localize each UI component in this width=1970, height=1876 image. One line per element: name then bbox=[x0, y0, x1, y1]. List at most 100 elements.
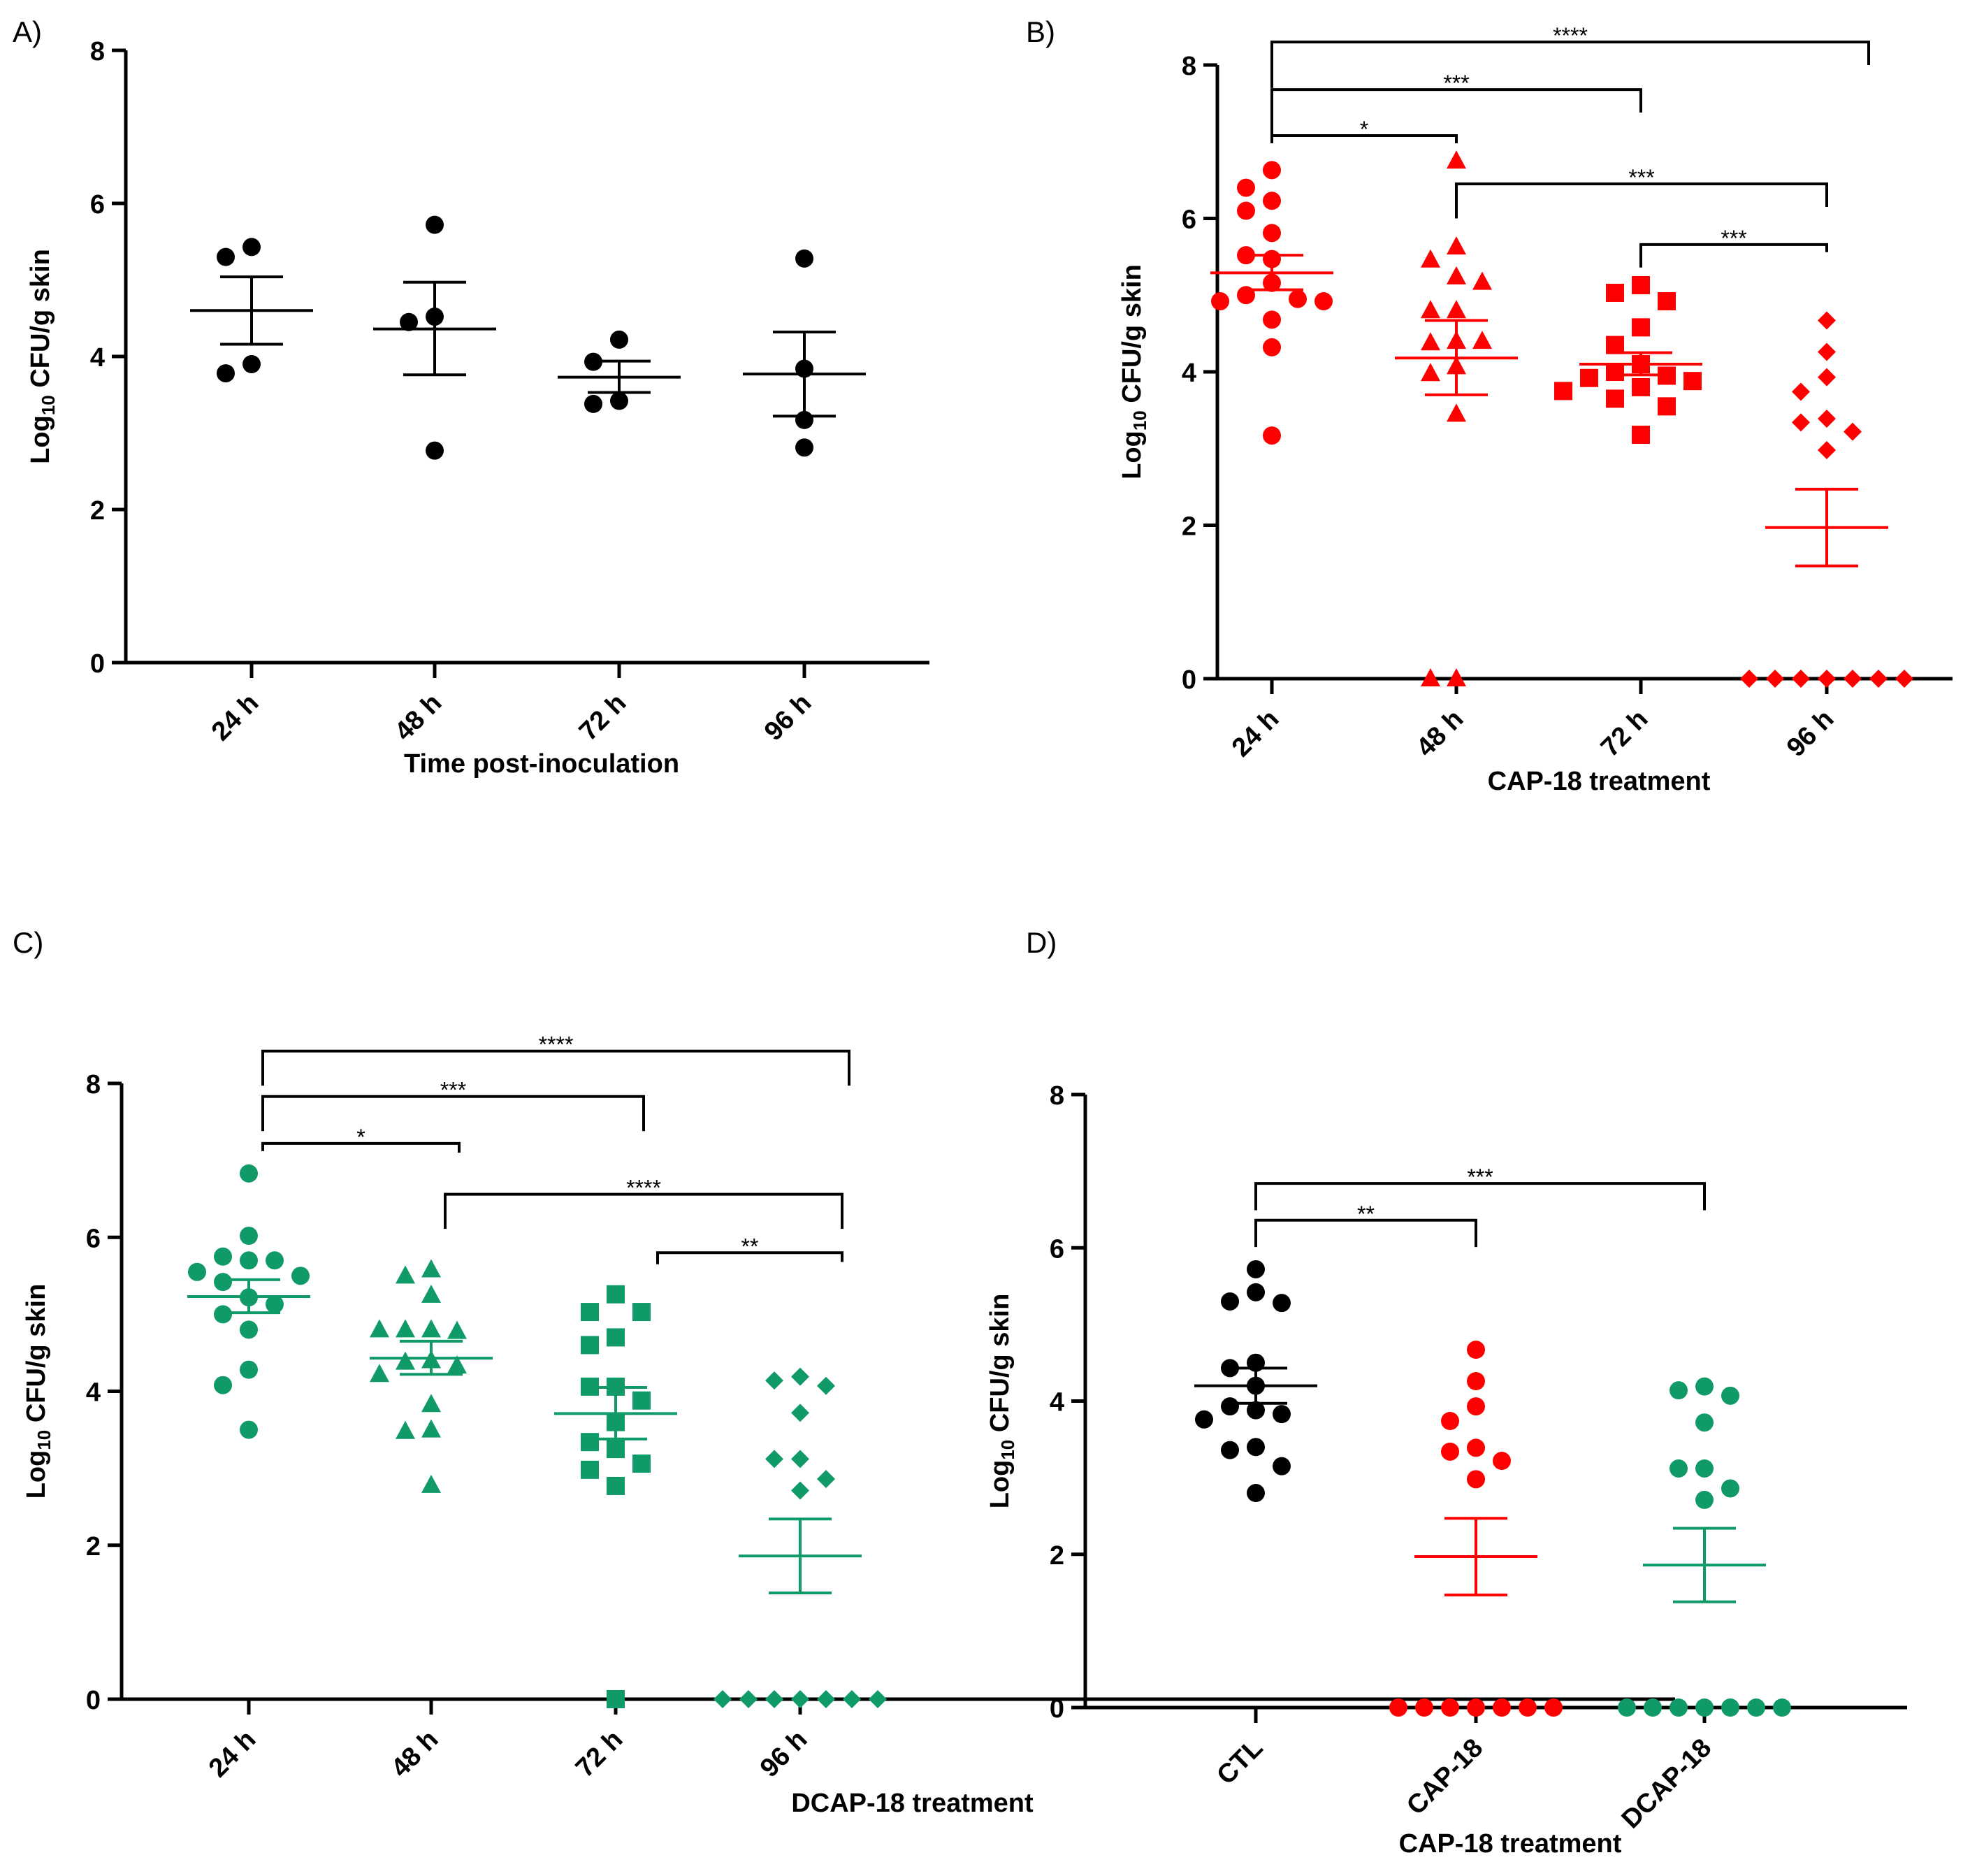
data-point bbox=[765, 1690, 783, 1708]
data-point bbox=[214, 1305, 232, 1324]
y-tick-label: 2 bbox=[86, 1532, 101, 1561]
significance-label: * bbox=[356, 1125, 365, 1150]
data-point bbox=[1683, 372, 1702, 391]
data-point bbox=[1606, 389, 1624, 408]
y-tick-label: 0 bbox=[1182, 665, 1196, 695]
y-axis-title-subscript: 10 bbox=[1129, 410, 1150, 431]
data-point bbox=[817, 1470, 835, 1489]
data-point bbox=[607, 1440, 625, 1459]
data-point bbox=[426, 441, 444, 460]
data-point bbox=[607, 1285, 625, 1304]
data-point bbox=[240, 1251, 258, 1270]
data-point bbox=[1740, 670, 1758, 688]
data-point bbox=[1554, 382, 1572, 401]
x-axis-title: CAP-18 treatment bbox=[1399, 1829, 1622, 1859]
x-tick-label: DCAP-18 bbox=[1616, 1733, 1718, 1835]
data-point bbox=[1447, 403, 1466, 422]
data-point bbox=[1447, 150, 1466, 169]
y-tick-label: 8 bbox=[90, 37, 105, 66]
data-point bbox=[1721, 1386, 1739, 1405]
y-axis-title-subscript: 10 bbox=[38, 395, 59, 415]
data-point bbox=[240, 1320, 258, 1339]
data-point bbox=[1818, 311, 1836, 330]
data-point bbox=[421, 1284, 441, 1303]
data-point bbox=[217, 247, 235, 266]
significance-bracket bbox=[1270, 134, 1458, 143]
x-tick-label: 24 h bbox=[206, 688, 264, 746]
data-point bbox=[1580, 368, 1598, 387]
data-point bbox=[817, 1376, 835, 1395]
data-point bbox=[1493, 1452, 1511, 1471]
data-point bbox=[1818, 440, 1836, 459]
data-point bbox=[1247, 1401, 1265, 1420]
data-point bbox=[1247, 1484, 1265, 1503]
data-point bbox=[1519, 1698, 1537, 1717]
y-tick-label: 8 bbox=[1050, 1081, 1064, 1111]
data-point bbox=[1818, 368, 1836, 387]
y-axis-title-prefix: Log bbox=[985, 1460, 1015, 1509]
data-point bbox=[214, 1376, 232, 1394]
panel-label: B) bbox=[1026, 15, 1055, 48]
data-point bbox=[1263, 161, 1281, 180]
data-point bbox=[1263, 224, 1281, 243]
significance-label: *** bbox=[1443, 71, 1469, 96]
significance-label: **** bbox=[626, 1176, 661, 1201]
data-point bbox=[791, 1450, 809, 1469]
y-axis-title-subscript: 10 bbox=[997, 1440, 1018, 1460]
significance-bracket bbox=[1270, 41, 1870, 88]
x-tick-label: CTL bbox=[1211, 1733, 1268, 1791]
data-point bbox=[217, 364, 235, 383]
data-point bbox=[1695, 1459, 1714, 1478]
data-point bbox=[1263, 338, 1281, 356]
data-point bbox=[1695, 1490, 1714, 1509]
data-point bbox=[421, 1259, 441, 1278]
x-tick-label: 72 h bbox=[1595, 705, 1653, 763]
data-point bbox=[1773, 1698, 1791, 1717]
data-point bbox=[1211, 292, 1229, 311]
panel-label: D) bbox=[1026, 926, 1057, 959]
x-tick-label: CAP-18 bbox=[1401, 1733, 1489, 1821]
data-point bbox=[1221, 1397, 1239, 1416]
x-tick-label: 72 h bbox=[570, 1725, 628, 1783]
x-tick-label: 24 h bbox=[203, 1725, 261, 1783]
significance-bracket bbox=[1254, 1182, 1706, 1211]
data-point bbox=[1606, 335, 1624, 354]
data-point bbox=[610, 391, 628, 410]
y-tick-label: 8 bbox=[86, 1070, 101, 1099]
data-point bbox=[765, 1450, 783, 1469]
x-tick-label: 96 h bbox=[1781, 705, 1839, 763]
data-point bbox=[610, 330, 628, 349]
x-tick-label: 72 h bbox=[574, 688, 632, 746]
significance-label: ** bbox=[741, 1234, 759, 1259]
data-point bbox=[1467, 1698, 1485, 1717]
data-point bbox=[1818, 342, 1836, 361]
data-point bbox=[1247, 1283, 1265, 1301]
significance-label: *** bbox=[440, 1078, 466, 1103]
y-tick-label: 4 bbox=[1050, 1388, 1064, 1417]
significance-label: *** bbox=[1628, 165, 1654, 190]
data-point bbox=[1792, 382, 1810, 401]
data-point bbox=[1421, 363, 1440, 382]
data-point bbox=[396, 1319, 415, 1338]
data-point bbox=[242, 238, 261, 257]
y-tick-label: 0 bbox=[86, 1686, 101, 1715]
significance-bracket bbox=[261, 1141, 461, 1153]
data-point bbox=[1606, 363, 1624, 381]
data-point bbox=[1632, 318, 1650, 337]
data-point bbox=[791, 1690, 809, 1708]
data-point bbox=[817, 1690, 835, 1708]
significance-label: **** bbox=[1553, 23, 1588, 48]
y-tick-label: 2 bbox=[1182, 512, 1196, 542]
data-point bbox=[1467, 1438, 1485, 1457]
data-point bbox=[1221, 1292, 1239, 1311]
data-point bbox=[1441, 1412, 1459, 1431]
data-point bbox=[765, 1371, 783, 1390]
data-point bbox=[1467, 1341, 1485, 1359]
significance-bracket bbox=[261, 1095, 645, 1132]
y-axis-title: Log10 CFU/g skin bbox=[985, 1294, 1018, 1509]
y-tick-label: 2 bbox=[1050, 1541, 1064, 1571]
data-point bbox=[739, 1690, 758, 1708]
x-tick-label: 48 h bbox=[1411, 705, 1469, 763]
y-axis-title-suffix: CFU/g skin bbox=[1117, 264, 1147, 410]
data-point bbox=[607, 1476, 625, 1495]
